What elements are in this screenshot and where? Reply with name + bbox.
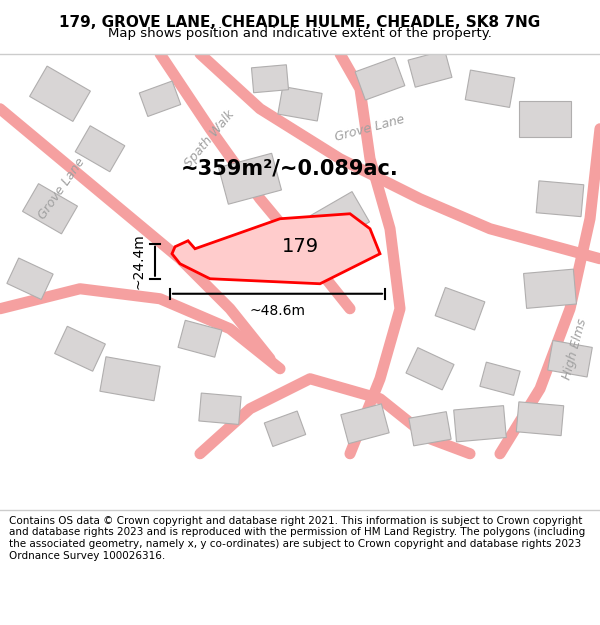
Bar bbox=[355, 58, 405, 100]
Bar bbox=[55, 326, 106, 371]
Bar bbox=[516, 402, 564, 436]
Text: 179, GROVE LANE, CHEADLE HULME, CHEADLE, SK8 7NG: 179, GROVE LANE, CHEADLE HULME, CHEADLE,… bbox=[59, 16, 541, 31]
Bar bbox=[251, 65, 289, 92]
Bar bbox=[465, 70, 515, 108]
Text: Contains OS data © Crown copyright and database right 2021. This information is : Contains OS data © Crown copyright and d… bbox=[9, 516, 585, 561]
Bar bbox=[454, 406, 506, 442]
Bar bbox=[409, 412, 451, 446]
Bar bbox=[218, 153, 281, 204]
Text: Grove Lane: Grove Lane bbox=[334, 113, 406, 144]
Bar bbox=[264, 411, 306, 446]
Bar bbox=[75, 126, 125, 172]
Bar bbox=[199, 393, 241, 424]
Bar bbox=[524, 269, 577, 308]
Bar bbox=[310, 192, 370, 246]
Bar bbox=[100, 357, 160, 401]
Bar bbox=[7, 258, 53, 299]
Bar bbox=[536, 181, 584, 217]
Bar bbox=[341, 404, 389, 444]
Bar bbox=[29, 66, 91, 121]
Text: Map shows position and indicative extent of the property.: Map shows position and indicative extent… bbox=[108, 27, 492, 39]
Text: Spath Walk: Spath Walk bbox=[182, 107, 238, 170]
Bar bbox=[519, 101, 571, 137]
Bar bbox=[408, 50, 452, 88]
Text: 179: 179 bbox=[281, 238, 319, 256]
Text: ~48.6m: ~48.6m bbox=[250, 304, 305, 318]
Bar bbox=[548, 341, 592, 377]
Text: High Elms: High Elms bbox=[560, 317, 589, 381]
Bar bbox=[178, 320, 222, 357]
Polygon shape bbox=[172, 214, 380, 284]
Text: ~24.4m: ~24.4m bbox=[131, 233, 145, 289]
Bar bbox=[139, 81, 181, 116]
Bar bbox=[406, 348, 454, 390]
Bar bbox=[23, 184, 77, 234]
Text: Grove Lane: Grove Lane bbox=[36, 156, 88, 222]
Bar bbox=[278, 86, 322, 121]
Bar bbox=[435, 288, 485, 330]
Text: ~359m²/~0.089ac.: ~359m²/~0.089ac. bbox=[181, 159, 399, 179]
Bar bbox=[480, 362, 520, 396]
